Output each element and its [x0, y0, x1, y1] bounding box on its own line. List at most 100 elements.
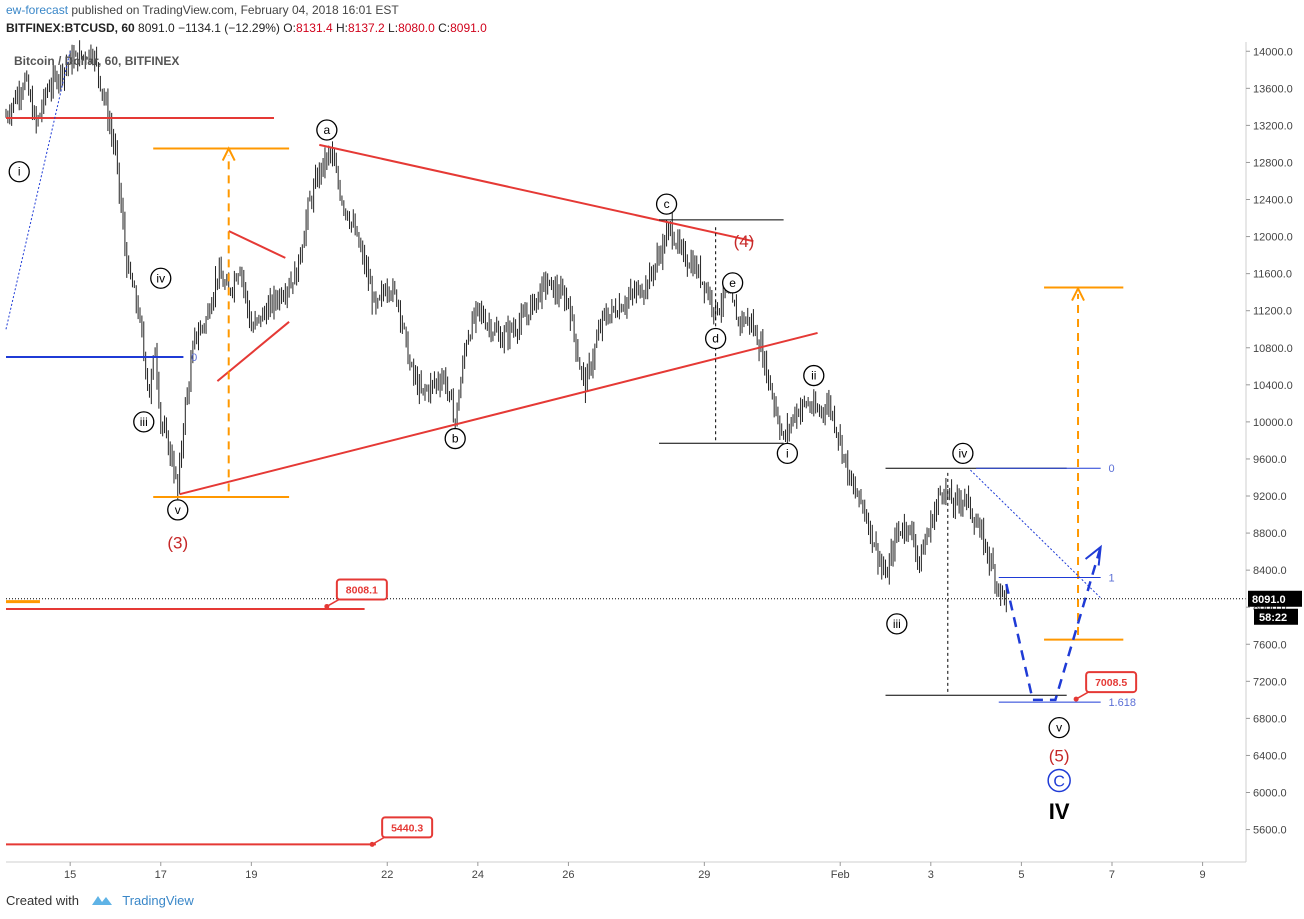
price-tag-label: 7008.5	[1095, 677, 1127, 689]
tradingview-logo-icon	[91, 893, 113, 910]
fib-label: 1	[1108, 573, 1114, 585]
y-tick-label: 10400.0	[1253, 380, 1293, 392]
low-value: 8080.0	[398, 21, 435, 35]
y-tick-label: 9200.0	[1253, 491, 1287, 503]
wave-label-circle	[150, 267, 172, 289]
wave-label: a	[324, 123, 331, 137]
open-value: 8131.4	[295, 21, 333, 35]
y-tick-label: 10000.0	[1253, 417, 1293, 429]
wave-label-circle	[803, 364, 825, 387]
y-tick-label: 7600.0	[1253, 639, 1287, 651]
close-value: 8091.0	[450, 21, 487, 35]
wave-label: i	[786, 446, 789, 460]
trend-dotted	[5, 51, 71, 330]
y-tick-label: 10800.0	[1253, 343, 1293, 355]
price-tag-label: 8008.1	[346, 584, 378, 596]
y-tick-label: 14000.0	[1253, 46, 1293, 58]
fib-dotted	[970, 469, 1102, 599]
wave-label: v	[1056, 721, 1062, 735]
x-tick-label: 19	[245, 869, 257, 881]
y-tick-label: 9600.0	[1253, 454, 1287, 466]
y-tick-label: 12800.0	[1253, 157, 1293, 169]
wave-label-circle	[316, 119, 338, 141]
wave-label: (3)	[167, 533, 188, 552]
candles	[5, 40, 1007, 613]
wave-label-circle	[886, 613, 908, 635]
projection-arrow-head	[221, 146, 236, 162]
projection2-arrow-head	[1071, 286, 1085, 301]
wave-label-circle	[167, 499, 189, 521]
y-tick-label: 12000.0	[1253, 232, 1293, 244]
wave-label-circle	[721, 272, 744, 294]
high-value: 8137.2	[348, 21, 385, 35]
open-label: O:	[283, 21, 296, 35]
wave-label: iv	[959, 446, 968, 460]
wave-label: iii	[140, 415, 148, 429]
x-tick-label: 24	[472, 869, 484, 881]
publish-info: ew-forecast published on TradingView.com…	[6, 3, 399, 17]
projected-arrow-head	[1084, 544, 1102, 566]
x-tick-label: 17	[155, 869, 167, 881]
wave-label: v	[175, 503, 181, 517]
wave-label: C	[1053, 773, 1065, 790]
axes: 14000.0 13600.0 13200.0 12800.0 12400.0 12000…	[6, 42, 1302, 881]
high-label: H:	[336, 21, 348, 35]
x-tick-label: 15	[64, 869, 76, 881]
y-tick-label: 11600.0	[1253, 269, 1292, 281]
x-tick-label: 5	[1018, 869, 1024, 881]
last-price-text: 8091.0	[1252, 594, 1286, 606]
wave-label: IV	[1049, 799, 1070, 824]
wave-label: (5)	[1049, 746, 1070, 765]
wave-label-circle	[8, 161, 30, 183]
x-tick-label: 3	[928, 869, 934, 881]
x-tick-label: 22	[381, 869, 393, 881]
y-tick-label: 8800.0	[1253, 528, 1287, 540]
x-tick-label: 7	[1109, 869, 1115, 881]
x-tick-label: 29	[698, 869, 710, 881]
wave-label-circle	[655, 193, 678, 215]
wedge-lower-line	[216, 321, 290, 382]
countdown-text: 58:22	[1259, 612, 1287, 624]
y-tick-label: 7200.0	[1253, 676, 1287, 688]
y-tick-label: 6800.0	[1253, 713, 1287, 725]
wave-label: i	[18, 165, 21, 179]
annotations: 8008.17008.55440.30011.618iiiiivv(3)abc(…	[5, 51, 1246, 847]
wave-label-circle	[1047, 768, 1071, 793]
created-with-label: Created with	[6, 893, 79, 908]
countdown-tag	[1254, 608, 1298, 625]
wave-label-circle	[133, 411, 155, 433]
last-value: 8091.0	[138, 21, 175, 35]
wave-label-circle	[444, 427, 466, 450]
wave-label-circle	[776, 442, 799, 465]
price-tag-box	[381, 816, 434, 839]
wave-label: iv	[156, 271, 165, 285]
triangle-lower-line	[179, 331, 818, 496]
y-tick-label: 13600.0	[1253, 83, 1293, 95]
low-label: L:	[388, 21, 399, 35]
y-tick-label: 13200.0	[1253, 120, 1293, 132]
y-tick-label: 12400.0	[1253, 195, 1293, 207]
author-link[interactable]: ew-forecast	[6, 3, 69, 17]
last-price-tag	[1248, 590, 1302, 607]
tradingview-link[interactable]: TradingView	[122, 893, 194, 908]
price-tag-label: 5440.3	[391, 822, 423, 834]
published-text: published on TradingView.com, February 0…	[71, 3, 399, 17]
y-tick-label: 5600.0	[1253, 825, 1287, 837]
wave-label: e	[729, 276, 736, 290]
chart-title: Bitcoin / Dollar, 60, BITFINEX	[14, 54, 179, 68]
wedge-upper-line	[228, 230, 286, 259]
wave-label: iii	[893, 617, 901, 631]
wave-label: c	[664, 197, 670, 211]
symbol-label: BITFINEX:BTCUSD, 60	[6, 21, 135, 35]
fib-label: 0	[1108, 463, 1114, 475]
triangle-upper-line	[319, 143, 754, 243]
close-label: C:	[438, 21, 451, 35]
x-tick-label: 9	[1200, 869, 1206, 881]
price-tag-box	[335, 578, 388, 601]
change-value: −1134.1 (−12.29%)	[178, 21, 280, 35]
footer: Created with TradingView	[6, 893, 194, 910]
y-tick-label: 6000.0	[1253, 788, 1287, 800]
fib-label: 1.618	[1108, 697, 1136, 709]
wave-label-circle	[1048, 716, 1070, 739]
